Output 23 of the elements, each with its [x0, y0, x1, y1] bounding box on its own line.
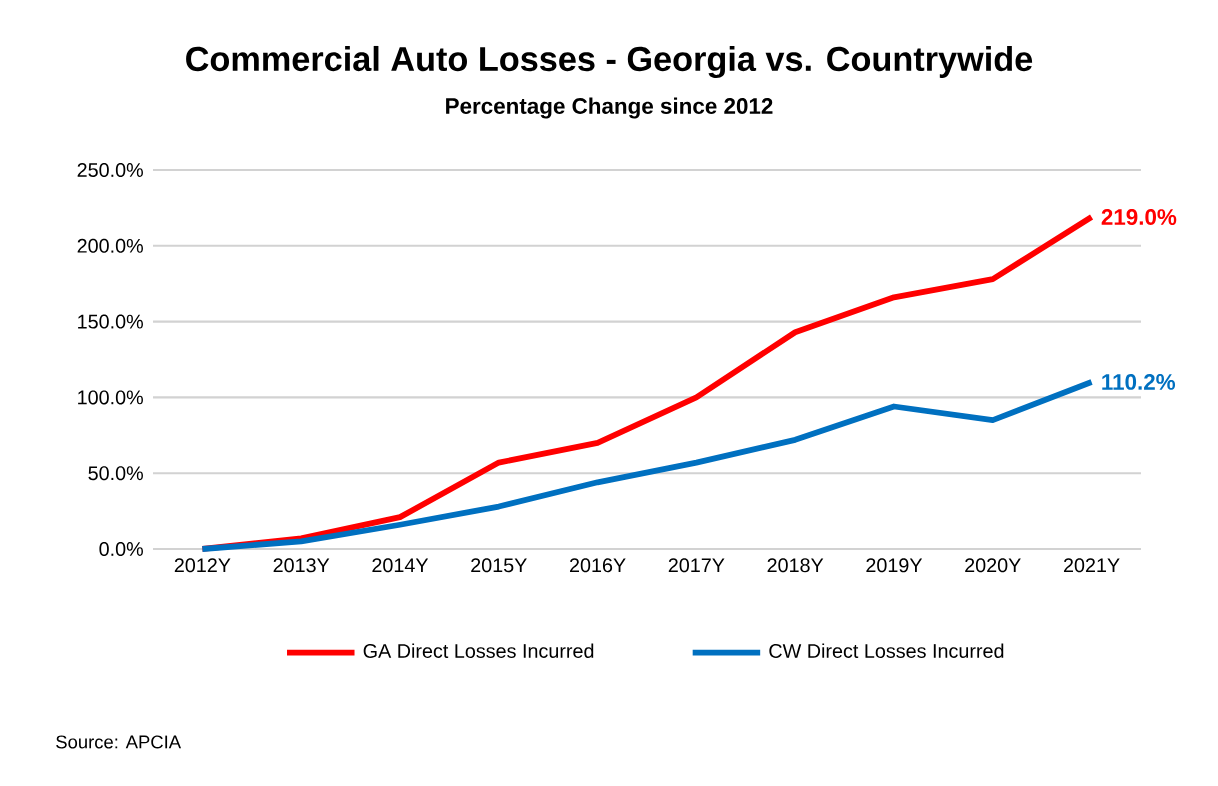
x-tick-label: 2018Y	[767, 558, 824, 573]
legend-label: GA Direct Losses Incurred	[363, 643, 594, 658]
x-tick-label: 2020Y	[965, 558, 1021, 573]
y-tick-label: 250.0%	[77, 163, 143, 178]
chart-subtitle: Percentage Change since 2012	[446, 97, 773, 119]
x-tick-label: 2019Y	[866, 558, 923, 573]
y-tick-label: 150.0%	[78, 314, 143, 329]
x-tick-label: 2017Y	[668, 558, 725, 573]
y-tick-label: 0.0%	[99, 541, 143, 556]
x-tick-label: 2016Y	[569, 558, 626, 573]
y-tick-label: 100.0%	[78, 390, 143, 405]
x-tick-label: 2021Y	[1063, 558, 1120, 573]
legend-label: CW Direct Losses Incurred	[769, 643, 1004, 658]
x-tick-label: 2014Y	[372, 558, 429, 573]
data-label: 219.0%	[1101, 209, 1177, 225]
y-tick-label: 200.0%	[77, 238, 143, 253]
y-tick-label: 50.0%	[88, 466, 143, 481]
x-tick-label: 2015Y	[471, 558, 527, 573]
x-tick-label: 2013Y	[273, 558, 330, 573]
chart-title: Commercial Auto Losses - Georgia vs. Countrywide	[186, 45, 1033, 79]
data-label: 110.2%	[1102, 374, 1176, 390]
source-note: Source: APCIA	[56, 735, 182, 749]
x-tick-label: 2012Y	[174, 558, 231, 573]
